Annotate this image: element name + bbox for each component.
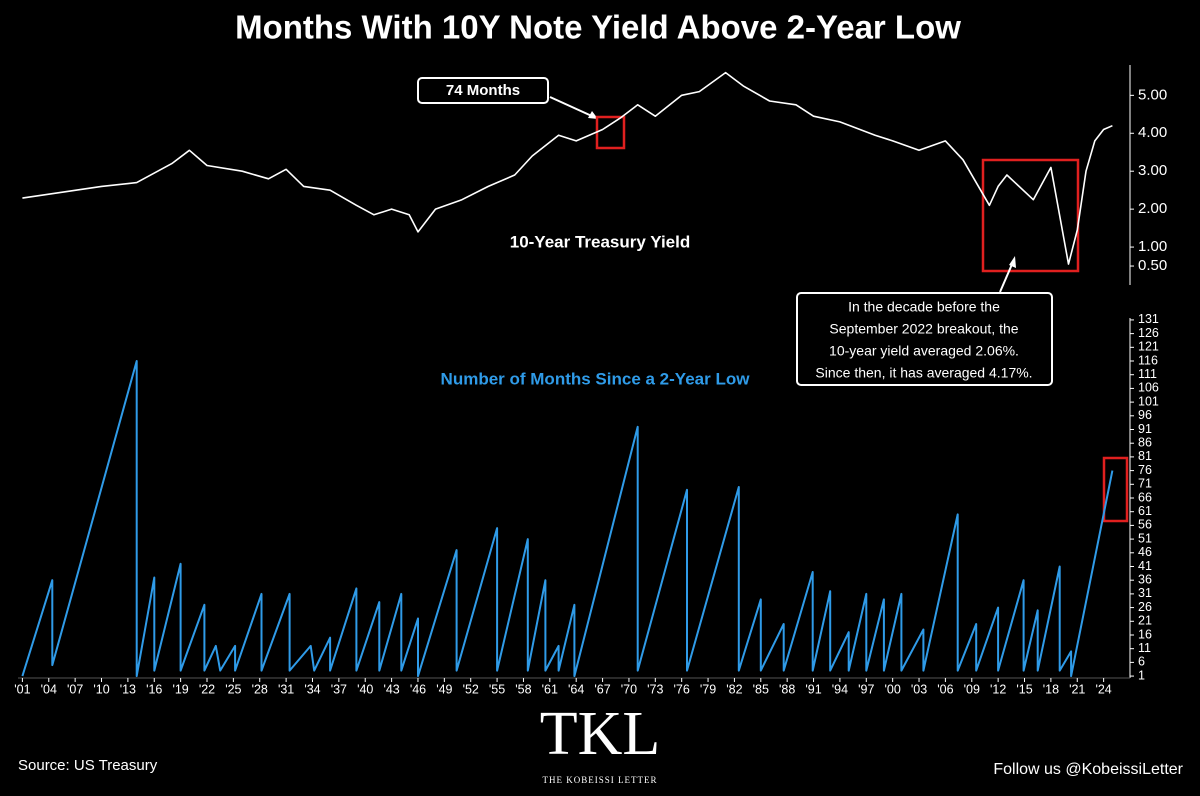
x-tick-label: '49: [436, 682, 452, 696]
y-tick-label: 116: [1138, 353, 1158, 367]
x-tick-label: '52: [463, 682, 479, 696]
x-tick-label: '55: [489, 682, 505, 696]
arrow-head: [588, 111, 598, 119]
y-tick-label: 126: [1138, 326, 1159, 340]
x-tick-label: '88: [779, 682, 795, 696]
y-tick-label: 96: [1138, 408, 1152, 422]
x-tick-label: '61: [542, 682, 558, 696]
x-tick-label: '16: [146, 682, 162, 696]
y-tick-label: 106: [1138, 381, 1159, 395]
x-tick-label: '34: [304, 682, 320, 696]
y-tick-label: 16: [1138, 627, 1152, 641]
x-tick-label: '37: [331, 682, 347, 696]
highlight-box: [1102, 456, 1129, 523]
callout-box: [417, 77, 549, 104]
x-tick-label: '18: [1043, 682, 1059, 696]
y-tick-label: 46: [1138, 545, 1152, 559]
y-tick-label: 2.00: [1138, 200, 1167, 217]
note-line: 10-year yield averaged 2.06%.: [829, 343, 1019, 359]
x-tick-label: '85: [753, 682, 769, 696]
x-tick-label: '09: [964, 682, 980, 696]
x-tick-label: '15: [1016, 682, 1032, 696]
y-tick-label: 26: [1138, 600, 1152, 614]
source: Source: US Treasury: [18, 757, 158, 774]
x-tick-label: '10: [93, 682, 109, 696]
y-tick-label: 76: [1138, 463, 1152, 477]
y-tick-label: 111: [1138, 367, 1157, 381]
x-tick-label: '40: [357, 682, 373, 696]
x-tick-label: '06: [937, 682, 953, 696]
series-line: [22, 71, 1113, 265]
y-tick-label: 31: [1138, 586, 1152, 600]
x-tick-label: '22: [199, 682, 215, 696]
x-tick-label: '67: [594, 682, 610, 696]
y-tick-label: 121: [1138, 340, 1159, 354]
x-tick-label: '94: [832, 682, 848, 696]
arrow-head: [1009, 256, 1016, 268]
y-tick-label: 101: [1138, 394, 1159, 408]
logo: TKL: [540, 700, 661, 768]
x-tick-label: '82: [726, 682, 742, 696]
x-tick-label: '64: [568, 682, 584, 696]
series-line: [21, 360, 1114, 678]
note-line: Since then, it has averaged 4.17%.: [815, 365, 1032, 381]
y-tick-label: 11: [1138, 641, 1151, 655]
x-tick-label: '70: [621, 682, 637, 696]
x-tick-label: '24: [1095, 682, 1111, 696]
x-tick-label: '25: [225, 682, 241, 696]
y-tick-label: 61: [1138, 504, 1152, 518]
y-tick-label: 36: [1138, 572, 1152, 586]
note-box: [796, 292, 1053, 386]
y-tick-label: 0.50: [1138, 257, 1167, 274]
y-tick-label: 51: [1138, 531, 1152, 545]
x-tick-label: '28: [252, 682, 268, 696]
x-tick-label: '13: [120, 682, 136, 696]
y-tick-label: 56: [1138, 518, 1152, 532]
arrow: [999, 261, 1014, 293]
callout: 74 Months: [446, 82, 520, 99]
highlight-box: [981, 158, 1080, 273]
series-label: Number of Months Since a 2-Year Low: [441, 369, 751, 388]
y-tick-label: 131: [1138, 312, 1159, 326]
y-tick-label: 1: [1138, 668, 1145, 682]
y-tick-label: 3.00: [1138, 162, 1167, 179]
title: Months With 10Y Note Yield Above 2-Year …: [235, 9, 961, 46]
x-tick-label: '76: [674, 682, 690, 696]
note-line: September 2022 breakout, the: [829, 321, 1018, 337]
series-label: 10-Year Treasury Yield: [510, 232, 691, 251]
x-tick-label: '58: [515, 682, 531, 696]
x-tick-label: '19: [172, 682, 188, 696]
y-tick-label: 91: [1138, 422, 1152, 436]
x-tick-label: '00: [885, 682, 901, 696]
y-tick-label: 41: [1138, 559, 1152, 573]
y-tick-label: 1.00: [1138, 238, 1167, 255]
x-tick-label: '04: [41, 682, 57, 696]
x-tick-label: '12: [990, 682, 1006, 696]
social: Follow us @KobeissiLetter: [993, 761, 1183, 778]
y-tick-label: 71: [1138, 477, 1152, 491]
x-tick-label: '97: [858, 682, 874, 696]
y-tick-label: 6: [1138, 655, 1145, 669]
x-tick-label: '03: [911, 682, 927, 696]
x-tick-label: '73: [647, 682, 663, 696]
arrow: [549, 96, 595, 118]
x-tick-label: '01: [14, 682, 30, 696]
note-line: In the decade before the: [848, 299, 1000, 315]
y-tick-label: 86: [1138, 436, 1152, 450]
logo-subtitle: THE KOBEISSI LETTER: [543, 775, 658, 785]
x-tick-label: '31: [278, 682, 294, 696]
y-tick-label: 66: [1138, 490, 1152, 504]
x-tick-label: '91: [805, 682, 821, 696]
y-tick-label: 5.00: [1138, 86, 1167, 103]
x-tick-label: '21: [1069, 682, 1085, 696]
y-tick-label: 4.00: [1138, 124, 1167, 141]
x-tick-label: '46: [410, 682, 426, 696]
y-tick-label: 81: [1138, 449, 1152, 463]
x-tick-label: '79: [700, 682, 716, 696]
y-tick-label: 21: [1138, 614, 1152, 628]
x-tick-label: '07: [67, 682, 83, 696]
x-tick-label: '43: [383, 682, 399, 696]
